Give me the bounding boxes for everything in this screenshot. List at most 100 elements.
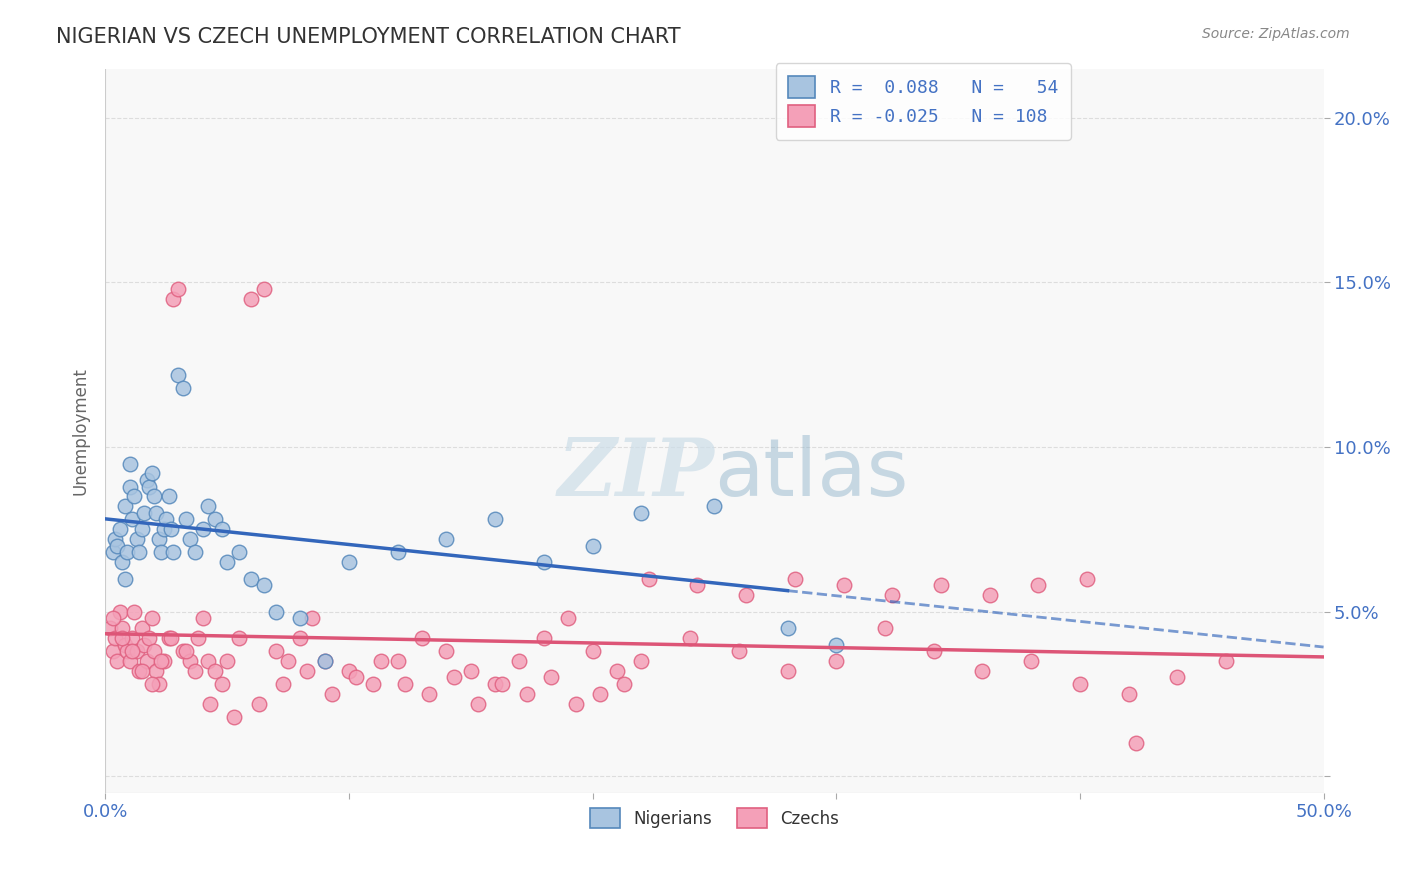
Y-axis label: Unemployment: Unemployment: [72, 367, 89, 494]
Point: [135, 654, 157, 668]
Point: [105, 654, 128, 668]
Point: [825, 638, 848, 652]
Point: [108, 605, 131, 619]
Point: [589, 687, 612, 701]
Point: [832, 578, 855, 592]
Point: [152, 654, 174, 668]
Point: [484, 512, 506, 526]
Point: [157, 490, 180, 504]
Point: [215, 654, 238, 668]
Point: [516, 687, 538, 701]
Point: [630, 654, 652, 668]
Text: Source: ZipAtlas.com: Source: ZipAtlas.com: [1202, 27, 1350, 41]
Point: [172, 381, 194, 395]
Point: [152, 522, 174, 536]
Point: [108, 522, 131, 536]
Point: [581, 539, 603, 553]
Point: [111, 555, 134, 569]
Point: [735, 588, 758, 602]
Point: [179, 654, 201, 668]
Point: [727, 644, 749, 658]
Point: [1166, 670, 1188, 684]
Point: [361, 677, 384, 691]
Point: [150, 654, 173, 668]
Point: [929, 578, 952, 592]
Point: [121, 512, 143, 526]
Point: [240, 572, 263, 586]
Point: [115, 545, 138, 559]
Point: [240, 292, 263, 306]
Point: [174, 512, 197, 526]
Point: [128, 545, 150, 559]
Point: [922, 644, 945, 658]
Point: [686, 578, 709, 592]
Point: [252, 282, 274, 296]
Point: [443, 670, 465, 684]
Point: [204, 512, 226, 526]
Point: [162, 292, 184, 306]
Point: [184, 545, 207, 559]
Point: [204, 664, 226, 678]
Point: [882, 588, 904, 602]
Point: [703, 500, 725, 514]
Point: [145, 664, 167, 678]
Point: [118, 654, 141, 668]
Point: [211, 677, 233, 691]
Point: [135, 473, 157, 487]
Point: [776, 621, 799, 635]
Point: [264, 605, 287, 619]
Point: [184, 664, 207, 678]
Point: [141, 677, 163, 691]
Point: [776, 664, 799, 678]
Point: [606, 664, 628, 678]
Point: [460, 664, 482, 678]
Point: [111, 621, 134, 635]
Point: [1076, 572, 1098, 586]
Point: [101, 644, 124, 658]
Point: [101, 611, 124, 625]
Point: [167, 282, 190, 296]
Point: [337, 664, 360, 678]
Point: [277, 654, 299, 668]
Point: [174, 644, 197, 658]
Point: [131, 621, 153, 635]
Point: [134, 506, 156, 520]
Point: [124, 605, 146, 619]
Point: [98, 621, 121, 635]
Point: [288, 611, 311, 625]
Point: [118, 457, 141, 471]
Point: [131, 664, 153, 678]
Point: [630, 506, 652, 520]
Point: [467, 697, 489, 711]
Point: [142, 490, 165, 504]
Text: ZIP: ZIP: [558, 435, 714, 513]
Point: [1125, 736, 1147, 750]
Point: [394, 677, 416, 691]
Point: [297, 664, 319, 678]
Point: [125, 644, 148, 658]
Point: [411, 631, 433, 645]
Point: [314, 654, 336, 668]
Legend: Nigerians, Czechs: Nigerians, Czechs: [583, 801, 846, 835]
Point: [114, 572, 136, 586]
Point: [179, 532, 201, 546]
Point: [141, 611, 163, 625]
Point: [314, 654, 336, 668]
Point: [533, 631, 555, 645]
Point: [370, 654, 392, 668]
Point: [197, 500, 219, 514]
Point: [128, 664, 150, 678]
Point: [873, 621, 896, 635]
Point: [540, 670, 562, 684]
Point: [825, 654, 848, 668]
Point: [104, 532, 127, 546]
Point: [125, 532, 148, 546]
Point: [972, 664, 994, 678]
Point: [142, 644, 165, 658]
Point: [155, 512, 177, 526]
Point: [434, 644, 457, 658]
Point: [101, 545, 124, 559]
Point: [783, 572, 806, 586]
Point: [215, 555, 238, 569]
Point: [115, 644, 138, 658]
